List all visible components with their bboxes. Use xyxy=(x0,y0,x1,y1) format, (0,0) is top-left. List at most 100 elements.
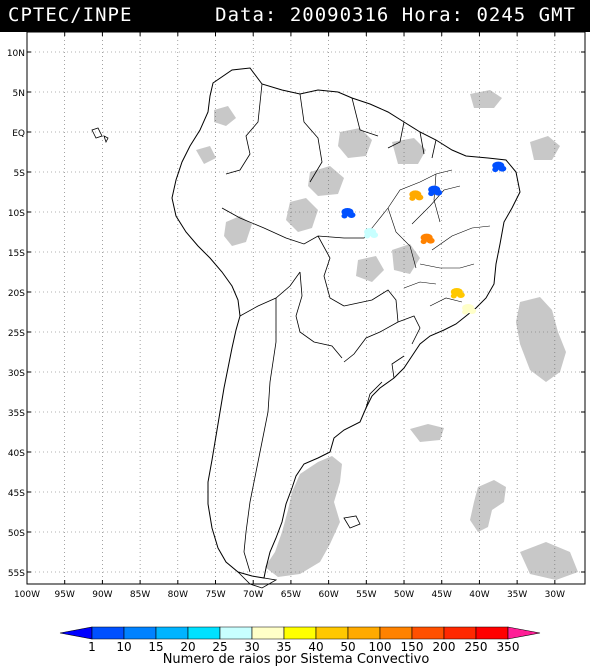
map-header: CPTEC/INPE Data: 20090316 Hora: 0245 GMT xyxy=(0,0,590,32)
lon-label: 60W xyxy=(318,590,338,600)
lon-label: 80W xyxy=(168,590,188,600)
cloud-layer xyxy=(196,90,578,580)
lat-label: 40S xyxy=(8,449,25,459)
legend-swatch xyxy=(283,626,317,640)
legend-colorbar xyxy=(59,626,541,640)
legend-tick-label: 1 xyxy=(88,640,96,654)
lat-label: 30S xyxy=(8,369,25,379)
lon-label: 65W xyxy=(281,590,301,600)
cloud-mato-grosso xyxy=(392,244,420,274)
cloud-ecuador xyxy=(196,146,216,164)
lat-label: 5N xyxy=(13,89,25,99)
legend-tick-label: 50 xyxy=(340,640,355,654)
country-borders xyxy=(221,83,437,573)
legend-tick-label: 20 xyxy=(180,640,195,654)
map-frame xyxy=(26,32,586,585)
lon-label: 45W xyxy=(432,590,452,600)
storm-cell xyxy=(462,304,477,315)
storm-cells xyxy=(341,161,507,315)
timezone-label: GMT xyxy=(538,4,576,26)
legend-swatch xyxy=(507,626,541,640)
cloud-guianas xyxy=(470,90,502,108)
legend-tick-label: 30 xyxy=(244,640,259,654)
legend-swatch xyxy=(155,626,189,640)
cloud-amazon-n xyxy=(392,138,426,164)
lon-label: 40W xyxy=(469,590,489,600)
legend-ticks: 1 10 15 20 25 30 35 40 50 100 150 200 250 350 xyxy=(88,640,519,654)
lat-label: 55S xyxy=(8,569,25,579)
legend-tick-label: 200 xyxy=(433,640,456,654)
cloud-patagonia xyxy=(265,456,342,577)
latitude-labels: 10N 5N EQ 5S 10S 15S 20S 25S 30S 35S 40S 45S 50S 55S xyxy=(7,49,585,579)
legend-tick-label: 350 xyxy=(497,640,520,654)
lon-label: 85W xyxy=(130,590,150,600)
lon-label: 35W xyxy=(507,590,527,600)
lat-label: EQ xyxy=(12,129,25,139)
legend-tick-label: 10 xyxy=(116,640,131,654)
data-label: Data: xyxy=(215,4,278,26)
legend-swatch xyxy=(251,626,285,640)
legend-swatch xyxy=(123,626,157,640)
storm-cell xyxy=(341,208,356,219)
south-america-coastline xyxy=(171,67,521,579)
falkland-islands xyxy=(343,515,361,529)
tierra-del-fuego xyxy=(237,571,278,589)
storm-cell xyxy=(420,233,435,245)
lon-label: 95W xyxy=(55,590,75,600)
cloud-paraguay xyxy=(356,256,384,282)
cloud-amazon-w xyxy=(308,166,344,196)
lon-label: 55W xyxy=(356,590,376,600)
legend-swatch xyxy=(315,626,349,640)
legend: 1 10 15 20 25 30 35 40 50 100 150 200 250 350 Numero … xyxy=(59,626,541,667)
cloud-peru xyxy=(224,216,252,246)
cloud-atlantic-east xyxy=(516,297,566,382)
storm-cell xyxy=(450,288,465,299)
source-label: CPTEC/INPE xyxy=(8,4,133,26)
cloud-atlantic-south xyxy=(470,480,506,532)
lon-label: 90W xyxy=(92,590,112,600)
lat-label: 25S xyxy=(8,329,25,339)
legend-swatch xyxy=(443,626,477,640)
legend-tick-label: 15 xyxy=(148,640,163,654)
storm-cell xyxy=(428,185,443,197)
legend-tick-label: 25 xyxy=(212,640,227,654)
storm-cell xyxy=(364,228,379,239)
legend-swatch xyxy=(187,626,221,640)
lon-label: 50W xyxy=(394,590,414,600)
legend-caption: Numero de raios por Sistema Convectivo xyxy=(163,652,430,667)
cloud-bolivia xyxy=(286,198,318,232)
lon-label: 30W xyxy=(545,590,565,600)
hora-label: Hora: xyxy=(401,4,464,26)
lat-label: 35S xyxy=(8,409,25,419)
legend-swatch xyxy=(475,626,509,640)
cloud-amazon-c xyxy=(338,128,372,158)
date-value: 20090316 xyxy=(289,4,390,26)
lon-label: 100W xyxy=(14,590,40,600)
continent-outline xyxy=(91,67,521,589)
lat-label: 50S xyxy=(8,529,25,539)
cloud-uruguay xyxy=(410,424,444,442)
storm-cell xyxy=(492,161,507,173)
legend-tick-label: 150 xyxy=(401,640,424,654)
legend-tick-label: 250 xyxy=(465,640,488,654)
galapagos-islands xyxy=(91,127,109,144)
cloud-far-south xyxy=(520,542,578,580)
lon-label: 75W xyxy=(205,590,225,600)
legend-swatch xyxy=(219,626,253,640)
cloud-atl-north xyxy=(530,136,560,160)
legend-swatch xyxy=(347,626,381,640)
lat-label: 15S xyxy=(8,249,25,259)
lat-label: 5S xyxy=(14,169,26,179)
time-value: 0245 xyxy=(476,4,527,26)
state-borders xyxy=(371,169,491,307)
legend-swatch xyxy=(91,626,125,640)
lat-label: 10N xyxy=(7,49,25,59)
lat-label: 20S xyxy=(8,289,25,299)
longitude-labels: 100W 95W 90W 85W 80W 75W 70W 65W 60W 55W 50W 45W 40W… xyxy=(14,32,565,600)
legend-tick-label: 35 xyxy=(276,640,291,654)
lightning-map: 10N5NEQ5S10S15S20S25S30S35S40S45S50S55S … xyxy=(0,32,600,602)
legend-swatch xyxy=(59,626,93,640)
legend-tick-label: 100 xyxy=(369,640,392,654)
storm-cell xyxy=(409,190,424,201)
datetime-label: Data: 20090316 Hora: 0245 GMT xyxy=(215,4,576,26)
